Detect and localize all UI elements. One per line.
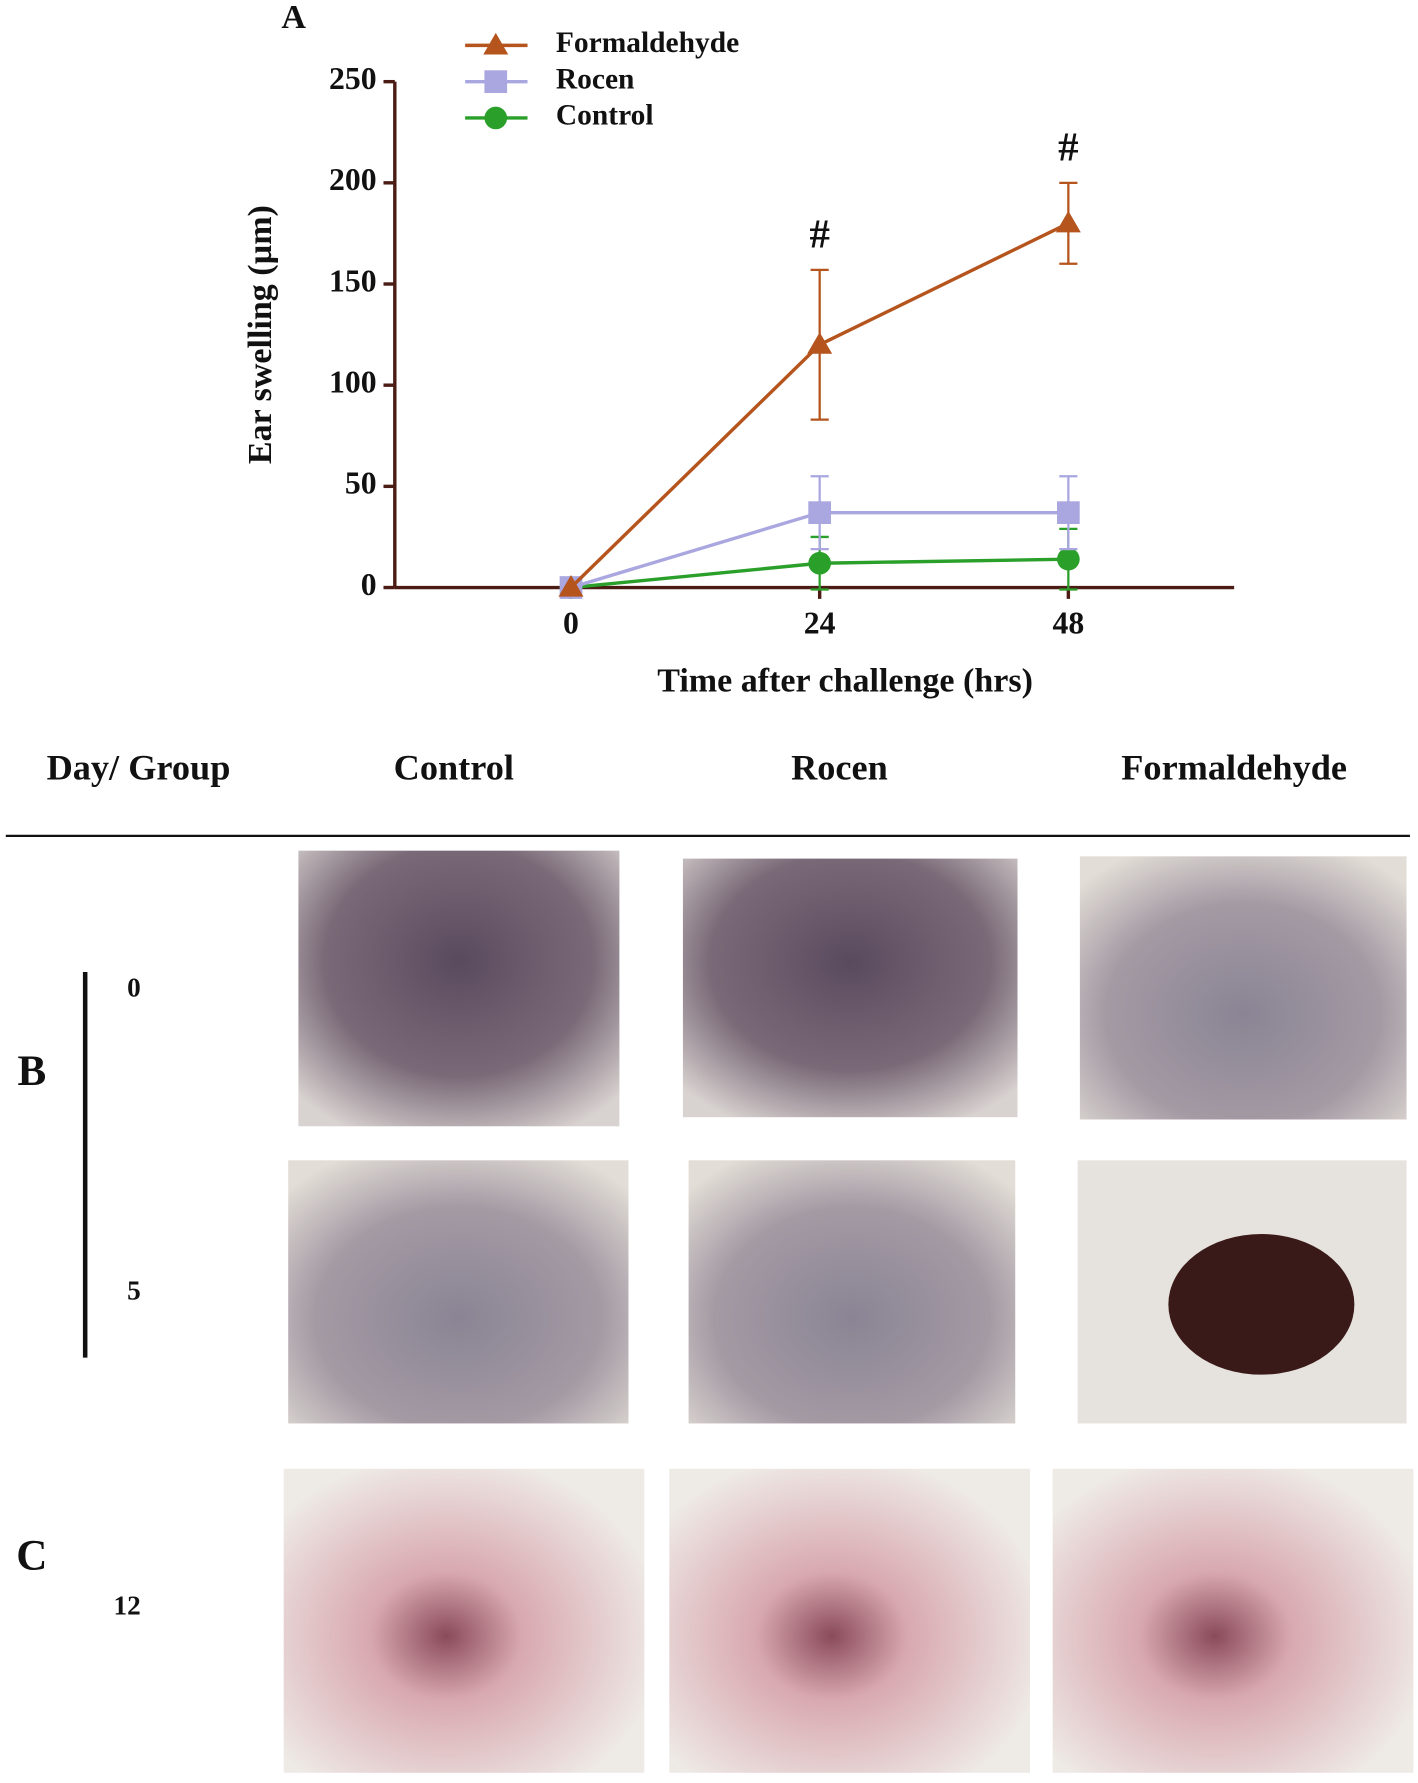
x-tick-label: 24: [804, 605, 836, 640]
legend-label: Rocen: [556, 63, 635, 95]
marker: [1057, 547, 1080, 571]
panel-label: A: [281, 0, 306, 36]
x-tick-label: 48: [1052, 605, 1084, 640]
annotation: #: [809, 211, 829, 256]
photo: [283, 1468, 645, 1773]
legend-label: Control: [556, 100, 654, 132]
photo: [688, 1160, 1016, 1424]
legend-label: Formaldehyde: [556, 27, 739, 59]
table-header: Control: [394, 748, 514, 788]
photo: [288, 1160, 629, 1424]
photo: [1052, 1468, 1414, 1773]
marker: [808, 501, 832, 525]
photos: [283, 850, 1414, 1773]
y-tick-label: 50: [345, 466, 377, 501]
x-axis-label: Time after challenge (hrs): [657, 663, 1033, 700]
table-header: Rocen: [791, 748, 888, 788]
photo: [298, 850, 620, 1127]
table-header: Formaldehyde: [1121, 748, 1347, 788]
marker: [483, 32, 509, 55]
day-label: 5: [127, 1275, 141, 1305]
photo: [682, 858, 1018, 1118]
y-tick-label: 0: [361, 567, 377, 602]
photo: [669, 1468, 1030, 1773]
photo: [1079, 856, 1407, 1120]
annotation: #: [1058, 124, 1078, 169]
y-tick-label: 150: [329, 263, 377, 298]
day-label: 0: [127, 972, 141, 1002]
y-axis-label: Ear swelling (µm): [242, 205, 279, 464]
y-tick-label: 200: [329, 162, 377, 197]
marker: [1055, 210, 1081, 233]
marker: [484, 70, 508, 94]
lesion: [1168, 1234, 1355, 1375]
marker: [808, 551, 832, 575]
y-tick-label: 250: [329, 61, 377, 96]
table-header: Day/ Group: [47, 748, 231, 788]
panel-label: C: [16, 1532, 47, 1579]
y-tick-label: 100: [329, 364, 377, 399]
day-label: 12: [114, 1591, 141, 1621]
marker: [807, 332, 833, 354]
panel-label: B: [17, 1048, 46, 1095]
marker: [484, 106, 508, 130]
marker: [558, 575, 584, 597]
x-tick-label: 0: [563, 605, 579, 640]
marker: [1057, 501, 1080, 525]
